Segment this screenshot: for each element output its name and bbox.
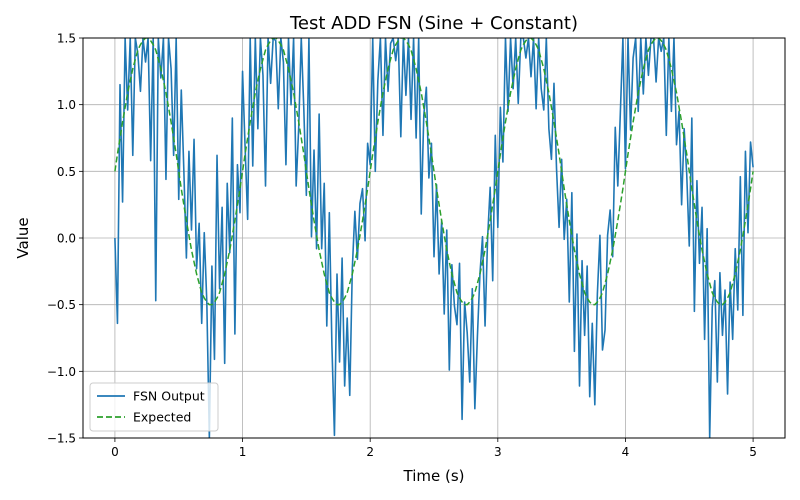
legend-label-expected: Expected xyxy=(133,410,191,425)
x-tick-label: 4 xyxy=(622,445,630,459)
x-tick-label: 1 xyxy=(239,445,247,459)
x-axis-ticks: 0 1 2 3 4 5 xyxy=(111,438,757,459)
series-layer xyxy=(114,38,754,438)
y-tick-label: 1.5 xyxy=(57,32,76,46)
y-tick-label: 0.5 xyxy=(57,165,76,179)
y-tick-label: 0.0 xyxy=(57,232,76,246)
x-tick-label: 3 xyxy=(494,445,502,459)
series-line xyxy=(114,38,754,438)
y-tick-label: 1.0 xyxy=(57,98,76,112)
y-axis-label: Value xyxy=(14,217,32,258)
x-tick-label: 2 xyxy=(366,445,374,459)
y-axis-ticks: −1.5 −1.0 −0.5 0.0 0.5 1.0 1.5 xyxy=(47,32,83,446)
legend: FSN Output Expected xyxy=(89,382,219,432)
y-tick-label: −1.0 xyxy=(47,365,76,379)
y-tick-label: −1.5 xyxy=(47,432,76,446)
x-tick-label: 5 xyxy=(749,445,757,459)
x-tick-label: 0 xyxy=(111,445,119,459)
legend-box xyxy=(89,382,219,432)
series-line xyxy=(114,38,754,306)
y-tick-label: −0.5 xyxy=(47,298,76,312)
chart-title: Test ADD FSN (Sine + Constant) xyxy=(289,13,578,34)
legend-label-fsn-output: FSN Output xyxy=(133,389,205,404)
series-expected xyxy=(114,38,754,306)
series-fsn-output xyxy=(114,38,754,438)
x-axis-label: Time (s) xyxy=(403,467,465,485)
